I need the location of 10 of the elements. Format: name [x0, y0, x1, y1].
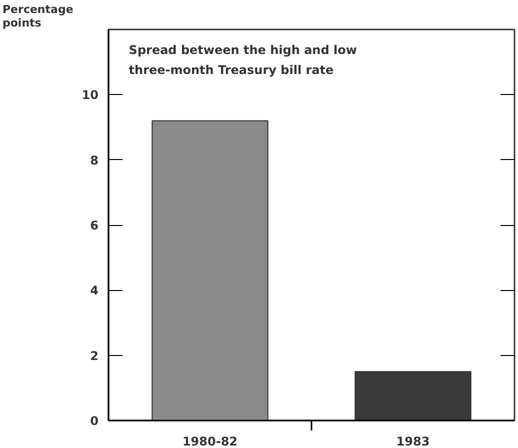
x-tick-label: 1983 — [396, 434, 430, 448]
x-tick-label: 1980-82 — [182, 434, 238, 448]
y-tick-label: 8 — [90, 153, 99, 168]
text: Spread between the high and low three-month Treasury bill rate — [128, 43, 357, 77]
y-tick-label: 6 — [90, 218, 99, 232]
y-tick-label: 10 — [82, 88, 99, 102]
y-tick-label: 4 — [90, 284, 99, 298]
y-tick-label: 2 — [90, 348, 99, 363]
y-tick-label: 0 — [90, 414, 99, 428]
y-axis-title: Percentage points — [2, 2, 74, 30]
